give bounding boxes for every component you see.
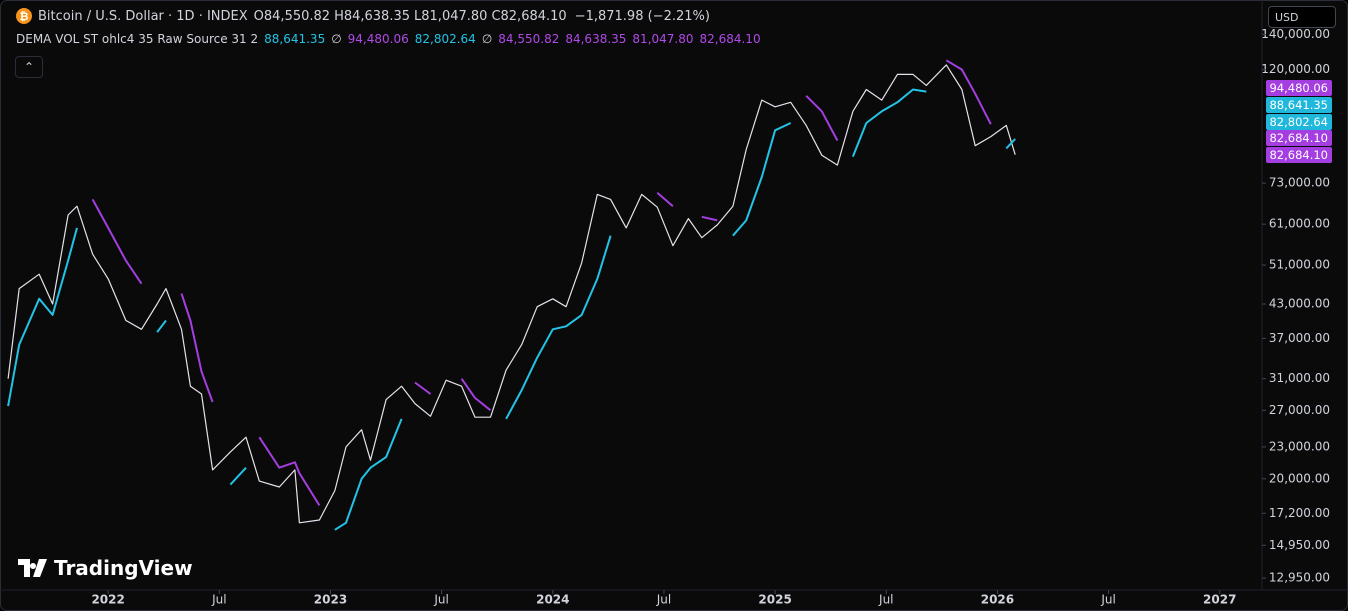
ohlc-value: 81,047.80 [421,8,488,24]
price-badge: 88,641.35 [1266,96,1332,113]
collapse-button[interactable]: ⌃ [15,56,43,78]
x-tick-label: 2024 [536,593,569,607]
change: −1,871.98 (−2.21%) [574,8,710,24]
brand-name: TradingView [54,556,193,580]
ohlc-key: C [491,8,501,24]
brand: TradingView [18,556,193,580]
x-tick-label: 2023 [314,593,347,607]
ohlc: O 84,550.82 H 84,638.35 L 81,047.80 C 82,684.10 [250,9,567,24]
x-tick-label: 2026 [981,593,1014,607]
y-tick-label: 37,000.00 [1269,331,1330,345]
price-badge: 82,684.10 [1266,130,1332,147]
y-tick-label: 12,950.00 [1269,571,1330,585]
y-tick-label: 73,000.00 [1269,176,1330,190]
indicator-value: 81,047.80 [632,32,694,46]
symbol-icon: ₿ [16,8,32,24]
x-tick-label: 2025 [758,593,791,607]
x-tick-label: 2027 [1203,593,1236,607]
y-tick-label: 120,000.00 [1261,62,1330,76]
y-tick-label: 14,950.00 [1269,538,1330,552]
y-tick-label: 23,000.00 [1269,439,1330,453]
indicator-value: 88,641.35 [264,32,326,46]
y-tick-label: 17,200.00 [1269,506,1330,520]
ohlc-key: H [334,8,344,24]
y-tick-label: 43,000.00 [1269,297,1330,311]
y-tick-label: 61,000.00 [1269,217,1330,231]
indicator-value: 84,550.82 [498,32,560,46]
price-badge: 94,480.06 [1266,80,1332,96]
y-tick-label: 51,000.00 [1269,258,1330,272]
x-tick-label: Jul [878,593,893,607]
price-badge: 82,684.10 [1266,147,1332,164]
price-line [7,64,1016,524]
indicator-value: 82,684.10 [699,32,761,46]
ohlc-key: O [253,8,264,24]
indicator-name[interactable]: DEMA VOL ST ohlc4 35 Raw Source 31 2 [16,32,259,46]
indicator-value: 94,480.06 [347,32,409,46]
legend-header: ₿ Bitcoin / U.S. Dollar · 1D · INDEX O 84… [16,8,710,24]
x-tick-label: Jul [1100,593,1115,607]
brand-logo [18,559,47,577]
ohlc-value: 82,684.10 [500,8,567,24]
price-badge: 82,802.64 [1266,113,1332,130]
ohlc-value: 84,550.82 [263,8,331,24]
ohlc-value: 84,638.35 [343,8,411,24]
indicator-value: 82,802.64 [414,32,476,46]
symbol-title[interactable]: Bitcoin / U.S. Dollar · 1D · INDEX [38,8,248,24]
x-tick-label: Jul [211,593,226,607]
indicator-legend: DEMA VOL ST ohlc4 35 Raw Source 31 2 88,… [16,32,761,46]
indicator-value: ∅ [481,32,493,46]
y-tick-label: 31,000.00 [1269,371,1330,385]
band-line [91,59,992,506]
ohlc-key: L [414,8,422,24]
x-tick-label: Jul [433,593,448,607]
y-tick-label: 140,000.00 [1261,27,1330,41]
y-tick-label: 27,000.00 [1269,403,1330,417]
indicator-value: ∅ [331,32,342,46]
currency-button[interactable]: USD [1268,6,1336,28]
band-line [7,88,1016,531]
x-tick-label: Jul [656,593,671,607]
indicator-value: 84,638.35 [565,32,627,46]
y-tick-label: 20,000.00 [1269,471,1330,485]
x-tick-label: 2022 [91,593,124,607]
